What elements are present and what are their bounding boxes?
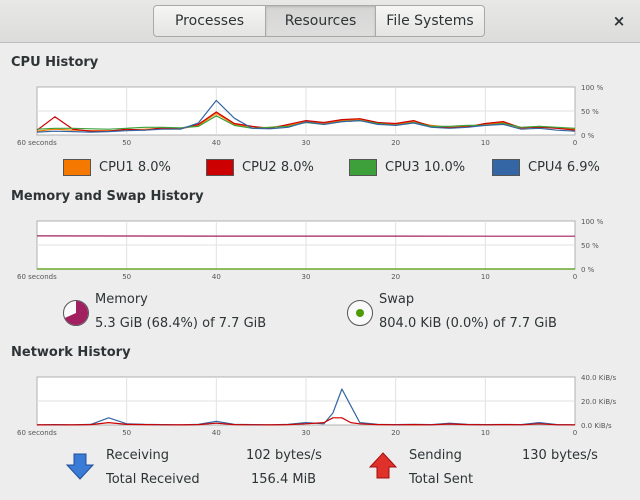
memory-x-tick-label: 30 [302,273,311,281]
memory-y-tick-label: 100 % [581,218,604,226]
sending-value: 130 bytes/s [522,448,598,463]
swap-label: Swap [379,292,415,307]
memory-y-tick-label: 0 % [581,266,595,274]
sending-label: Sending [409,448,462,463]
network-x-tick-label: 40 [212,429,221,437]
receiving-arrow-icon[interactable] [65,452,95,480]
network-series-line-sending [36,417,576,426]
receiving-value: 102 bytes/s [246,448,322,463]
cpu-x-tick-label: 40 [212,139,221,147]
cpu-y-tick-label: 0 % [581,132,595,140]
view-switcher: Processes Resources File Systems [153,5,485,37]
cpu-x-tick-label: 60 seconds [17,139,57,147]
close-button[interactable]: × [612,12,626,30]
legend-cpu2-label: CPU2 [242,159,277,175]
legend-cpu3-value: 10.0% [423,159,466,175]
cpu3-color-swatch[interactable] [349,158,377,176]
cpu4-color-swatch[interactable] [492,158,520,176]
legend-cpu4[interactable]: CPU4 6.9% [492,157,600,177]
memory-x-tick-label: 40 [212,273,221,281]
cpu-series-line-cpu2 [36,111,576,132]
network-y-tick-label: 40.0 KiB/s [581,374,617,382]
memory-x-tick-label: 50 [122,273,131,281]
legend-cpu2-value: 8.0% [280,159,314,175]
memory-history-title: Memory and Swap History [11,189,204,204]
memory-x-tick-label: 20 [391,273,400,281]
legend-cpu1[interactable]: CPU1 8.0% [63,157,171,177]
cpu2-color-swatch[interactable] [206,158,234,176]
network-x-tick-label: 50 [122,429,131,437]
memory-x-tick-label: 60 seconds [17,273,57,281]
network-x-tick-label: 60 seconds [17,429,57,437]
cpu-y-tick-label: 100 % [581,84,604,92]
legend-cpu4-value: 6.9% [566,159,600,175]
total-received-value: 156.4 MiB [251,472,317,487]
network-y-tick-label: 20.0 KiB/s [581,398,617,406]
total-sent-label: Total Sent [409,472,474,487]
total-received-label: Total Received [106,472,200,487]
receiving-label: Receiving [106,448,170,463]
swap-value: 804.0 KiB (0.0%) of 7.7 GiB [379,316,557,331]
cpu-y-tick-label: 50 % [581,108,599,116]
legend-cpu4-label: CPU4 [528,159,563,175]
network-x-tick-label: 30 [302,429,311,437]
tab-processes[interactable]: Processes [174,13,244,29]
legend-cpu1-label: CPU1 [99,159,134,175]
cpu1-color-swatch[interactable] [63,158,91,176]
tab-file-systems[interactable]: File Systems [375,6,484,36]
network-x-tick-label: 10 [481,429,490,437]
cpu-series-line-cpu4 [36,99,576,133]
network-y-tick-label: 0.0 KiB/s [581,422,612,430]
memory-y-tick-label: 50 % [581,242,599,250]
memory-pie-icon[interactable] [61,298,91,328]
cpu-x-tick-label: 50 [122,139,131,147]
sending-arrow-icon[interactable] [368,452,398,480]
swap-pie-icon[interactable] [345,298,375,328]
cpu-history-title: CPU History [11,55,99,70]
memory-label: Memory [95,292,148,307]
network-history-title: Network History [11,345,131,360]
memory-value: 5.3 GiB (68.4%) of 7.7 GiB [95,316,267,331]
legend-cpu3[interactable]: CPU3 10.0% [349,157,465,177]
tab-resources[interactable]: Resources [265,6,375,36]
legend-cpu1-value: 8.0% [137,159,171,175]
network-x-tick-label: 20 [391,429,400,437]
cpu-x-tick-label: 10 [481,139,490,147]
memory-x-tick-label: 0 [573,273,577,281]
legend-cpu2[interactable]: CPU2 8.0% [206,157,314,177]
memory-x-tick-label: 10 [481,273,490,281]
legend-cpu3-label: CPU3 [385,159,420,175]
network-x-tick-label: 0 [573,429,577,437]
cpu-x-tick-label: 20 [391,139,400,147]
cpu-x-tick-label: 30 [302,139,311,147]
cpu-x-tick-label: 0 [573,139,577,147]
